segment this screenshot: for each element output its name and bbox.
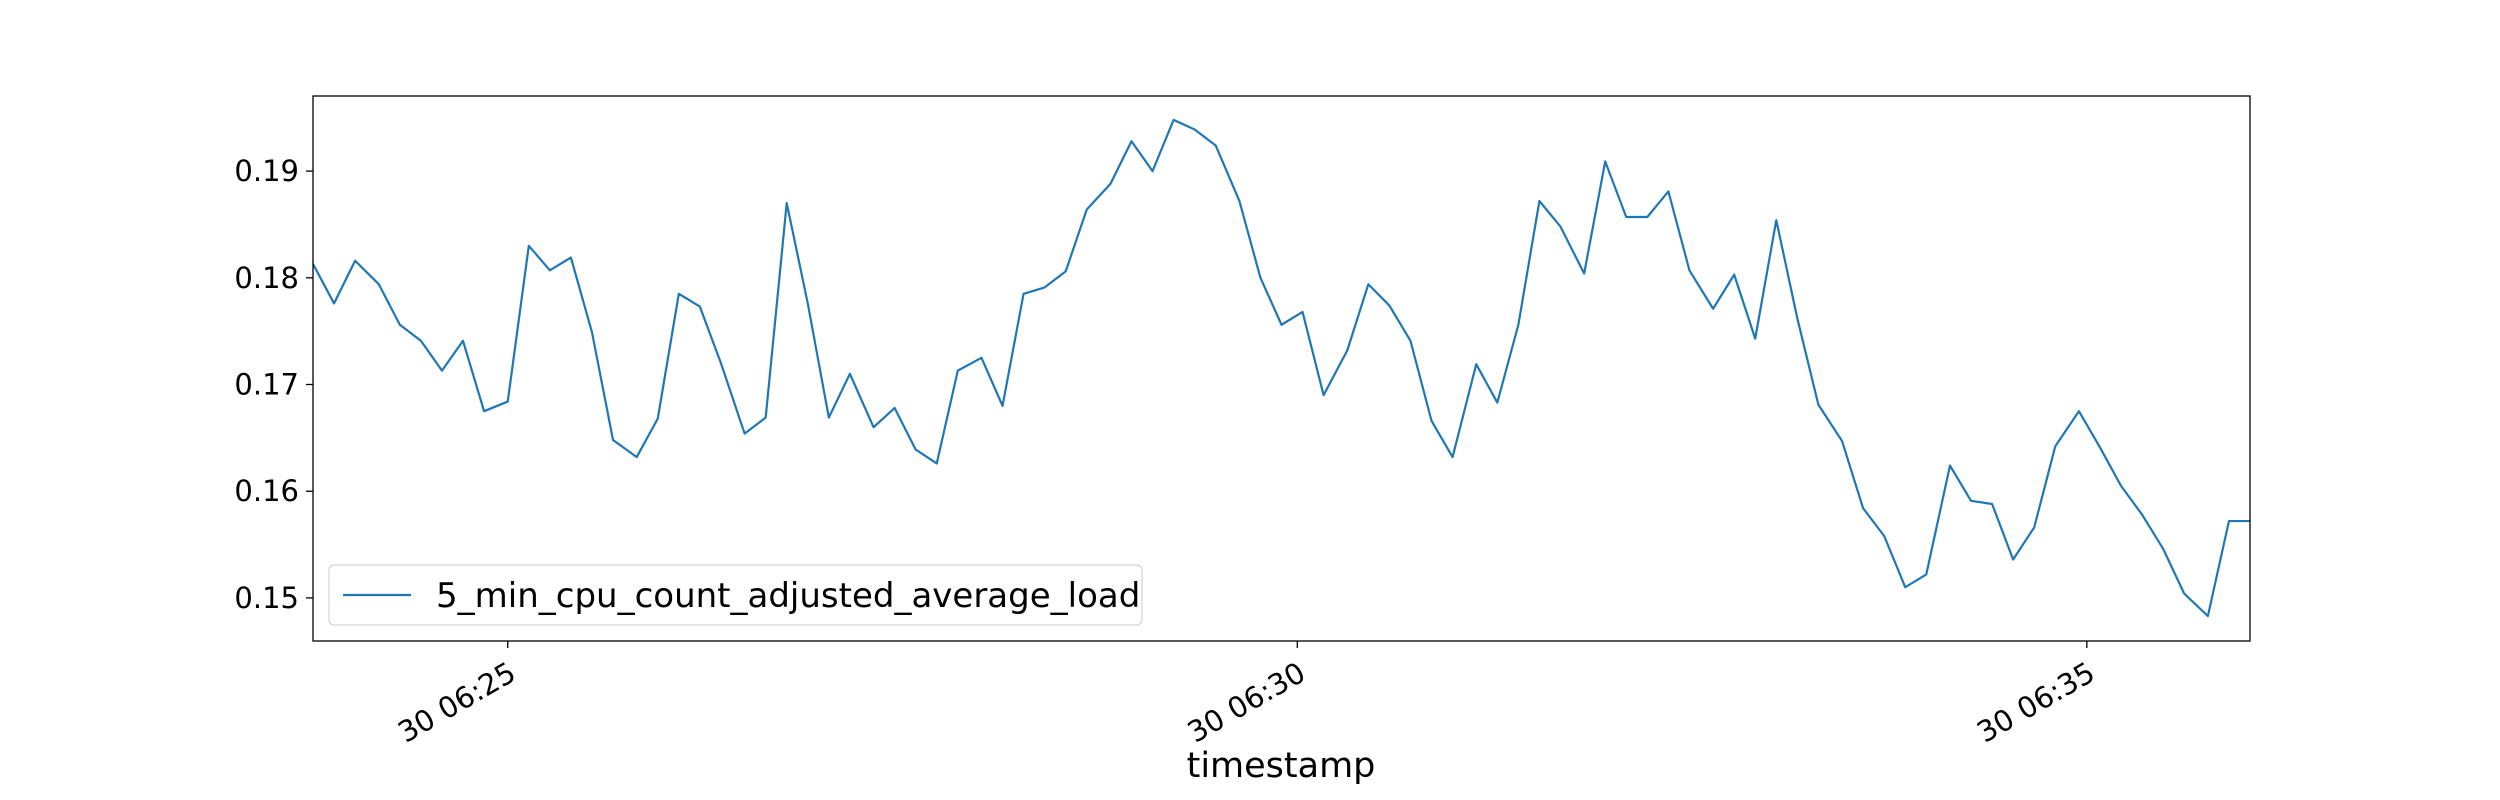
x-tick-label: 30 06:30 [1182,655,1311,749]
y-tick-label: 0.18 [234,261,299,295]
legend-label: 5_min_cpu_count_adjusted_average_load [436,576,1140,616]
plot-frame [312,95,2251,642]
legend-box [328,564,1143,626]
y-tick-label: 0.19 [234,154,299,188]
legend: 5_min_cpu_count_adjusted_average_load [328,564,1143,626]
y-tick-label: 0.17 [234,368,299,402]
y-tick-label: 0.16 [234,474,299,508]
y-tick-label: 0.15 [234,581,299,615]
line-series [313,118,2250,618]
x-axis-label: timestamp [1187,746,1376,786]
plot-area [313,118,2250,618]
x-tick-label: 30 06:25 [392,655,521,749]
x-tick-label: 30 06:35 [1971,655,2100,749]
